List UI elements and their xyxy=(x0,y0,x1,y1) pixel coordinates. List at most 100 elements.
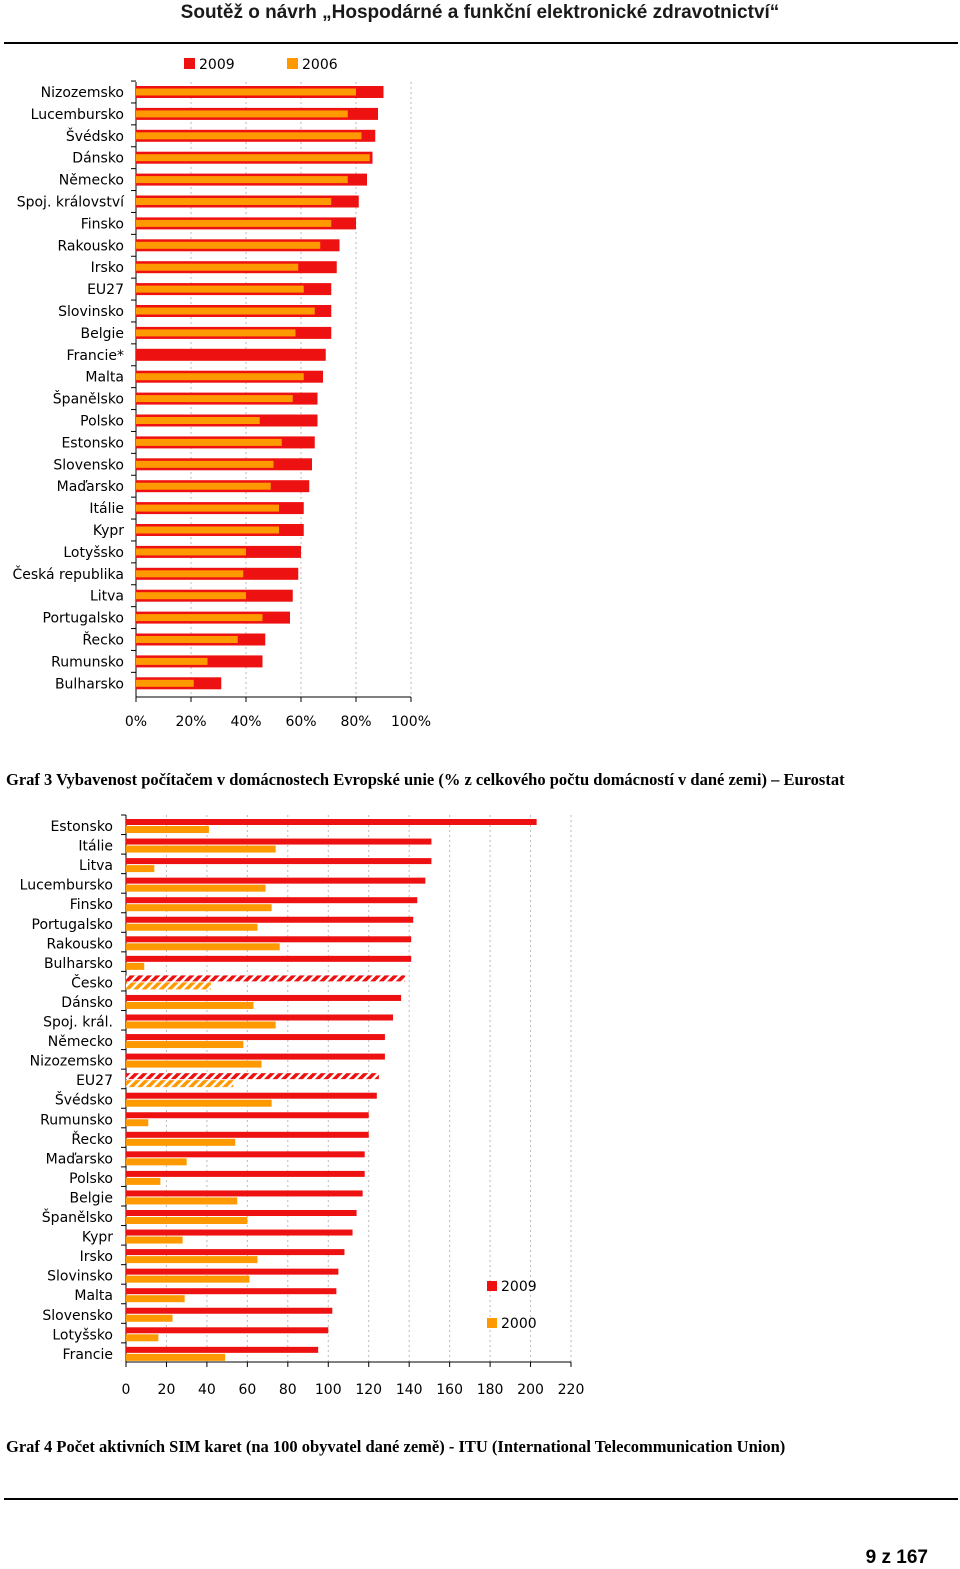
bar-2009-portugalsko xyxy=(126,916,414,923)
x-tick-label: 0 xyxy=(122,1382,131,1398)
category-label-rumunsko: Rumunsko xyxy=(51,654,124,670)
category-label-francie: Francie xyxy=(63,1347,113,1363)
bar-2009-polsko xyxy=(126,1170,365,1177)
category-label-bulharsko: Bulharsko xyxy=(44,956,113,972)
bar-2006-slovensko xyxy=(136,460,274,468)
legend-swatch-2000 xyxy=(487,1318,497,1328)
category-label-irsko: Irsko xyxy=(80,1249,113,1265)
category-label-litva: Litva xyxy=(79,858,113,874)
bar-2000-polsko xyxy=(126,1177,161,1185)
bar-2006-nizozemsko xyxy=(136,88,356,96)
x-tick-label: 200 xyxy=(517,1382,544,1398)
bar-2009-finsko xyxy=(126,897,418,904)
x-tick-label: 20% xyxy=(175,714,206,730)
bar-2000-italie xyxy=(126,845,276,853)
bar-2009-spanelsko xyxy=(126,1210,357,1216)
legend-label-2009: 2009 xyxy=(199,57,235,73)
category-label-dansko: Dánsko xyxy=(61,995,113,1011)
bar-2006-nemecko xyxy=(136,176,348,184)
legend-label-2009: 2009 xyxy=(501,1279,537,1295)
bar-2009-italie xyxy=(126,838,432,845)
bar-2006-slovinsko xyxy=(136,307,315,315)
bar-2000-belgie xyxy=(126,1197,238,1205)
category-label-nemecko: Německo xyxy=(48,1034,113,1050)
bar-2000-eu27 xyxy=(126,1080,234,1088)
bar-2006-eu27 xyxy=(136,285,304,293)
bar-2006-spoj-kralovstvi xyxy=(136,198,332,205)
category-label-spanelsko: Španělsko xyxy=(53,390,124,408)
bar-2000-rumunsko xyxy=(126,1119,149,1127)
caption-graf-3: Graf 3 Vybavenost počítačem v domácnoste… xyxy=(6,770,845,789)
bar-2000-kypr xyxy=(126,1236,183,1244)
category-label-belgie: Belgie xyxy=(70,1190,114,1206)
bar-2000-slovensko xyxy=(126,1314,173,1322)
category-label-portugalsko: Portugalsko xyxy=(43,611,124,627)
bar-2009-rakousko xyxy=(126,936,412,943)
bar-2009-irsko xyxy=(126,1249,345,1256)
category-label-rakousko: Rakousko xyxy=(57,238,124,254)
bar-2009-slovensko xyxy=(126,1307,333,1314)
bar-2000-slovinsko xyxy=(126,1275,250,1283)
bar-2009-eu27 xyxy=(126,1073,379,1080)
bar-2009-lotyssko xyxy=(126,1327,329,1334)
bar-2000-nemecko xyxy=(126,1041,244,1049)
x-tick-label: 40 xyxy=(198,1382,216,1398)
bar-2006-svedsko xyxy=(136,132,362,140)
bar-2000-madarsko xyxy=(126,1158,187,1166)
category-label-spanelsko: Španělsko xyxy=(42,1208,113,1226)
category-label-polsko: Polsko xyxy=(69,1171,113,1187)
legend-swatch-2006 xyxy=(287,58,298,69)
category-label-recko: Řecko xyxy=(71,1131,113,1148)
bar-2009-nizozemsko xyxy=(126,1053,385,1060)
bar-2009-slovinsko xyxy=(126,1268,339,1275)
category-label-polsko: Polsko xyxy=(80,414,124,430)
x-tick-label: 80% xyxy=(340,714,371,730)
bar-2009-nemecko xyxy=(126,1034,385,1041)
bar-2006-portugalsko xyxy=(136,614,263,622)
x-tick-label: 40% xyxy=(230,714,261,730)
caption-graf-4: Graf 4 Počet aktivních SIM karet (na 100… xyxy=(6,1437,786,1456)
category-label-estonsko: Estonsko xyxy=(50,819,113,835)
bar-2006-litva xyxy=(136,592,246,600)
bar-2006-lotyssko xyxy=(136,548,246,556)
bar-2006-malta xyxy=(136,373,304,381)
bar-2000-malta xyxy=(126,1295,185,1303)
category-label-italie: Itálie xyxy=(89,501,124,517)
bar-2009-rumunsko xyxy=(126,1112,369,1119)
category-label-nizozemsko: Nizozemsko xyxy=(41,85,124,101)
category-label-italie: Itálie xyxy=(78,839,113,855)
bar-2000-spoj-kral xyxy=(126,1021,276,1029)
category-label-svedsko: Švédsko xyxy=(55,1091,113,1109)
bar-2000-lucembursko xyxy=(126,884,266,892)
bar-2009-cesko xyxy=(126,975,406,982)
category-label-francie: Francie* xyxy=(67,348,124,364)
bar-2000-rakousko xyxy=(126,943,280,951)
category-label-lucembursko: Lucembursko xyxy=(31,107,124,123)
x-tick-label: 120 xyxy=(355,1382,382,1398)
bar-2009-madarsko xyxy=(126,1151,365,1158)
bar-2006-italie xyxy=(136,504,279,512)
category-label-recko: Řecko xyxy=(82,632,124,649)
bar-2006-dansko xyxy=(136,154,370,162)
page-header: Soutěž o návrh „Hospodárné a funkční ele… xyxy=(180,2,780,23)
category-label-madarsko: Maďarsko xyxy=(46,1151,113,1167)
bar-2000-nizozemsko xyxy=(126,1060,262,1068)
category-label-lotyssko: Lotyšsko xyxy=(52,1327,113,1343)
bar-2009-spoj-kral xyxy=(126,1014,393,1021)
category-label-madarsko: Maďarsko xyxy=(57,479,124,495)
legend-swatch-2009 xyxy=(487,1281,497,1291)
bar-2006-bulharsko xyxy=(136,679,194,687)
category-label-slovinsko: Slovinsko xyxy=(58,304,124,320)
bar-2009-kypr xyxy=(126,1229,353,1236)
category-label-malta: Malta xyxy=(74,1288,113,1304)
category-label-rakousko: Rakousko xyxy=(46,936,113,952)
bar-2000-finsko xyxy=(126,904,272,912)
bar-2006-finsko xyxy=(136,219,332,227)
bar-2009-malta xyxy=(126,1288,337,1295)
bar-2006-kypr xyxy=(136,526,279,534)
category-label-spoj-kralovstvi: Spoj. království xyxy=(17,195,125,211)
bar-2000-portugalsko xyxy=(126,923,258,931)
category-label-litva: Litva xyxy=(90,589,124,605)
x-tick-label: 140 xyxy=(396,1382,423,1398)
chart-sim-cards: 0 20 40 60 80 100 120 140 160 180 200 220 Estonsko It… xyxy=(20,814,584,1398)
